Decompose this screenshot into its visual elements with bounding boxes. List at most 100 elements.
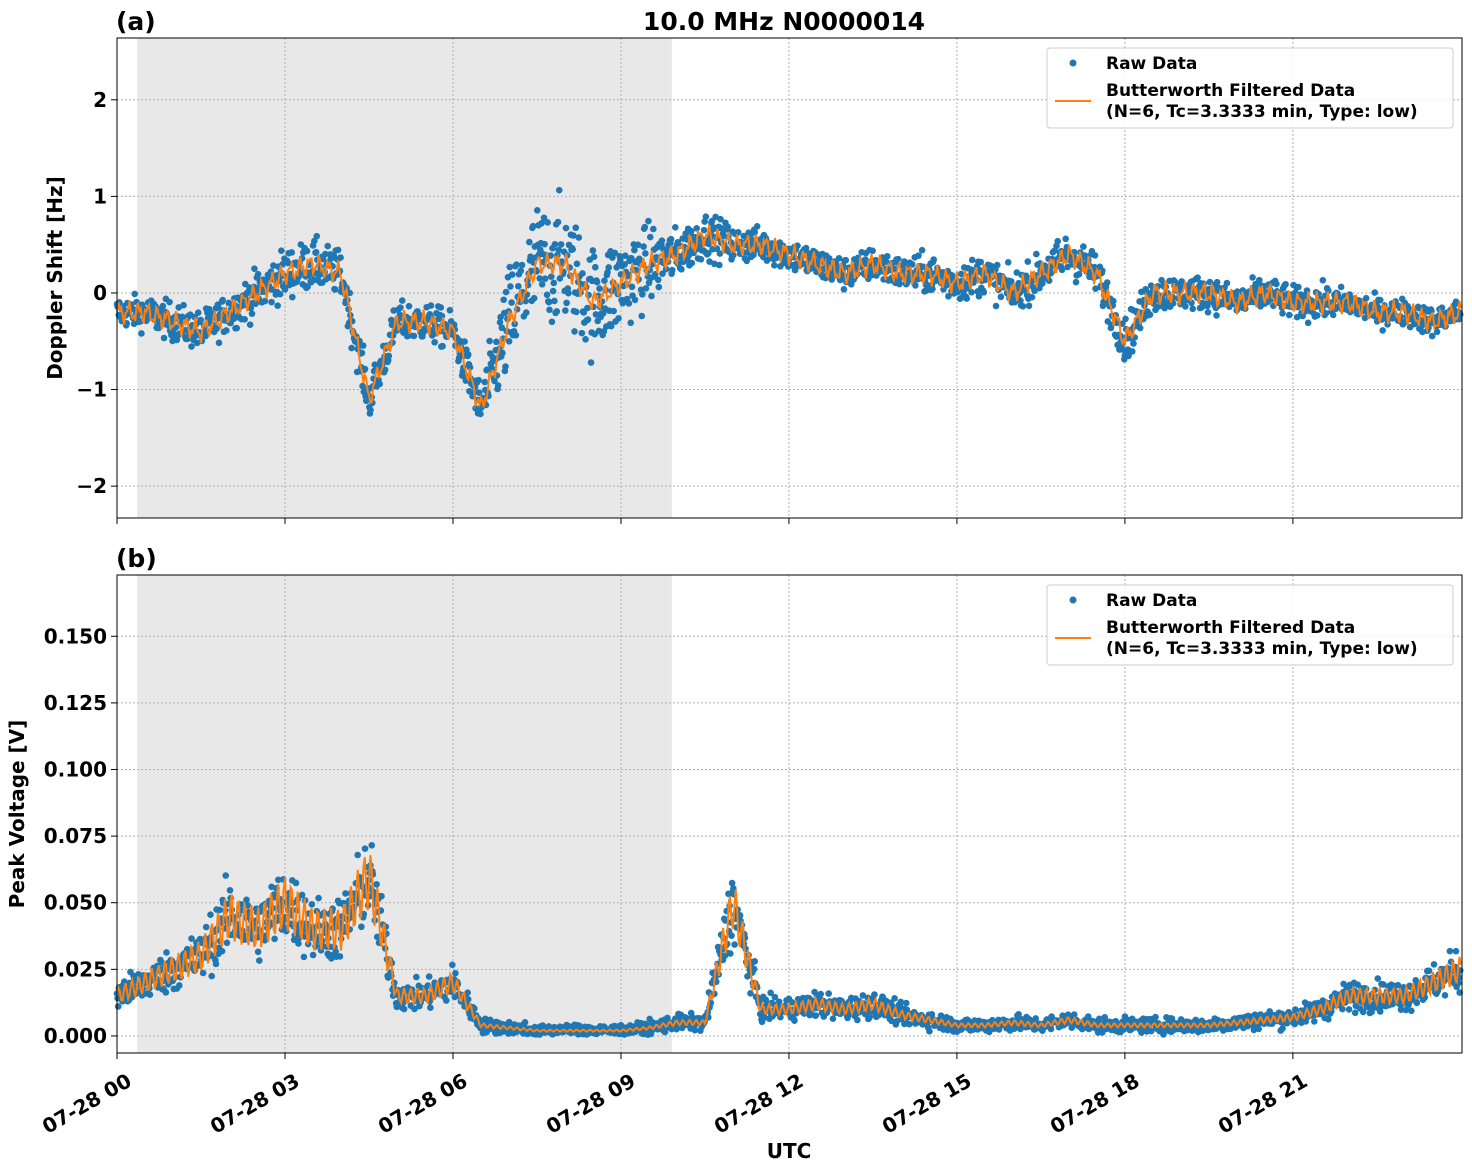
raw-point (515, 282, 522, 290)
panel-b: 0.000 0.025 0.050 0.075 0.100 0.125 0.150 07-28… (38, 574, 1464, 1139)
raw-point (268, 298, 275, 306)
raw-point (1413, 999, 1421, 1007)
raw-point (405, 302, 413, 310)
raw-point (1319, 276, 1327, 284)
raw-point (1072, 278, 1080, 286)
raw-point (625, 300, 633, 307)
raw-point (1295, 283, 1302, 291)
raw-point (1433, 328, 1441, 336)
raw-point (431, 338, 438, 346)
raw-point (506, 263, 514, 271)
raw-point (494, 382, 502, 389)
raw-point (180, 301, 187, 309)
legend-marker-raw (1069, 59, 1077, 67)
raw-point (256, 957, 263, 964)
raw-point (871, 991, 878, 998)
raw-point (254, 270, 262, 278)
raw-point (481, 378, 489, 386)
raw-point (650, 225, 657, 233)
raw-point (464, 351, 472, 358)
raw-point (303, 247, 311, 255)
raw-point (517, 267, 525, 275)
raw-point (472, 405, 479, 412)
raw-point (638, 312, 646, 320)
raw-point (584, 316, 592, 323)
y-axis-label-a: Doppler Shift [Hz] (43, 176, 67, 380)
raw-point (439, 342, 446, 350)
raw-point (1064, 263, 1071, 271)
raw-point (368, 842, 376, 849)
raw-point (777, 1013, 784, 1021)
y-tick-label: 0.050 (44, 891, 107, 915)
raw-point (700, 226, 708, 234)
legend-label-filtered-params: (N=6, Tc=3.3333 min, Type: low) (1106, 639, 1418, 659)
raw-point (579, 270, 586, 277)
raw-point (1304, 319, 1312, 327)
raw-point (624, 271, 632, 278)
raw-point (261, 297, 269, 305)
raw-point (584, 304, 591, 312)
raw-point (740, 232, 748, 240)
raw-point (716, 261, 723, 269)
raw-point (1441, 992, 1449, 999)
raw-point (550, 279, 558, 287)
raw-point (1075, 270, 1083, 278)
raw-point (162, 989, 170, 996)
raw-point (894, 255, 902, 263)
raw-point (705, 249, 712, 257)
raw-point (997, 293, 1005, 301)
raw-point (477, 410, 484, 418)
raw-point (621, 261, 628, 268)
raw-point (573, 260, 581, 268)
raw-point (1152, 1013, 1159, 1021)
raw-point (427, 1004, 434, 1012)
raw-point (891, 994, 898, 1002)
raw-point (442, 997, 450, 1004)
raw-point (208, 972, 215, 980)
raw-point (367, 406, 374, 414)
raw-point (396, 311, 404, 319)
raw-point (292, 879, 300, 887)
raw-point (1285, 311, 1293, 319)
raw-point (1004, 259, 1012, 266)
x-tick-label: 07-28 09 (542, 1068, 640, 1138)
raw-point (1371, 289, 1379, 296)
raw-point (1194, 274, 1201, 281)
raw-point (829, 1015, 837, 1023)
raw-point (555, 246, 562, 254)
raw-point (591, 263, 599, 271)
raw-point (425, 973, 433, 980)
raw-point (276, 290, 284, 298)
raw-point (628, 283, 636, 291)
raw-point (902, 999, 910, 1007)
raw-point (378, 892, 385, 900)
raw-point (223, 939, 231, 947)
raw-point (522, 309, 530, 316)
raw-point (589, 247, 597, 254)
raw-point (1430, 961, 1438, 968)
nighttime-shading (137, 38, 672, 518)
raw-point (751, 958, 759, 965)
raw-point (533, 206, 541, 214)
raw-point (311, 237, 318, 245)
raw-point (1376, 296, 1384, 304)
raw-point (546, 306, 553, 314)
raw-point (538, 280, 546, 288)
panel-label-a: (a) (116, 7, 156, 36)
raw-point (507, 283, 514, 290)
raw-point (1351, 1009, 1359, 1017)
raw-point (1080, 243, 1087, 250)
raw-point (1045, 277, 1053, 284)
raw-point (607, 322, 615, 330)
raw-point (1293, 313, 1301, 321)
raw-point (361, 365, 369, 373)
raw-point (160, 334, 168, 342)
raw-point (562, 307, 569, 314)
legend-label-filtered: Butterworth Filtered Data (1106, 618, 1355, 638)
raw-point (605, 264, 613, 271)
raw-point (672, 223, 679, 231)
raw-point (654, 276, 662, 284)
raw-point (268, 286, 276, 293)
raw-point (957, 270, 965, 278)
